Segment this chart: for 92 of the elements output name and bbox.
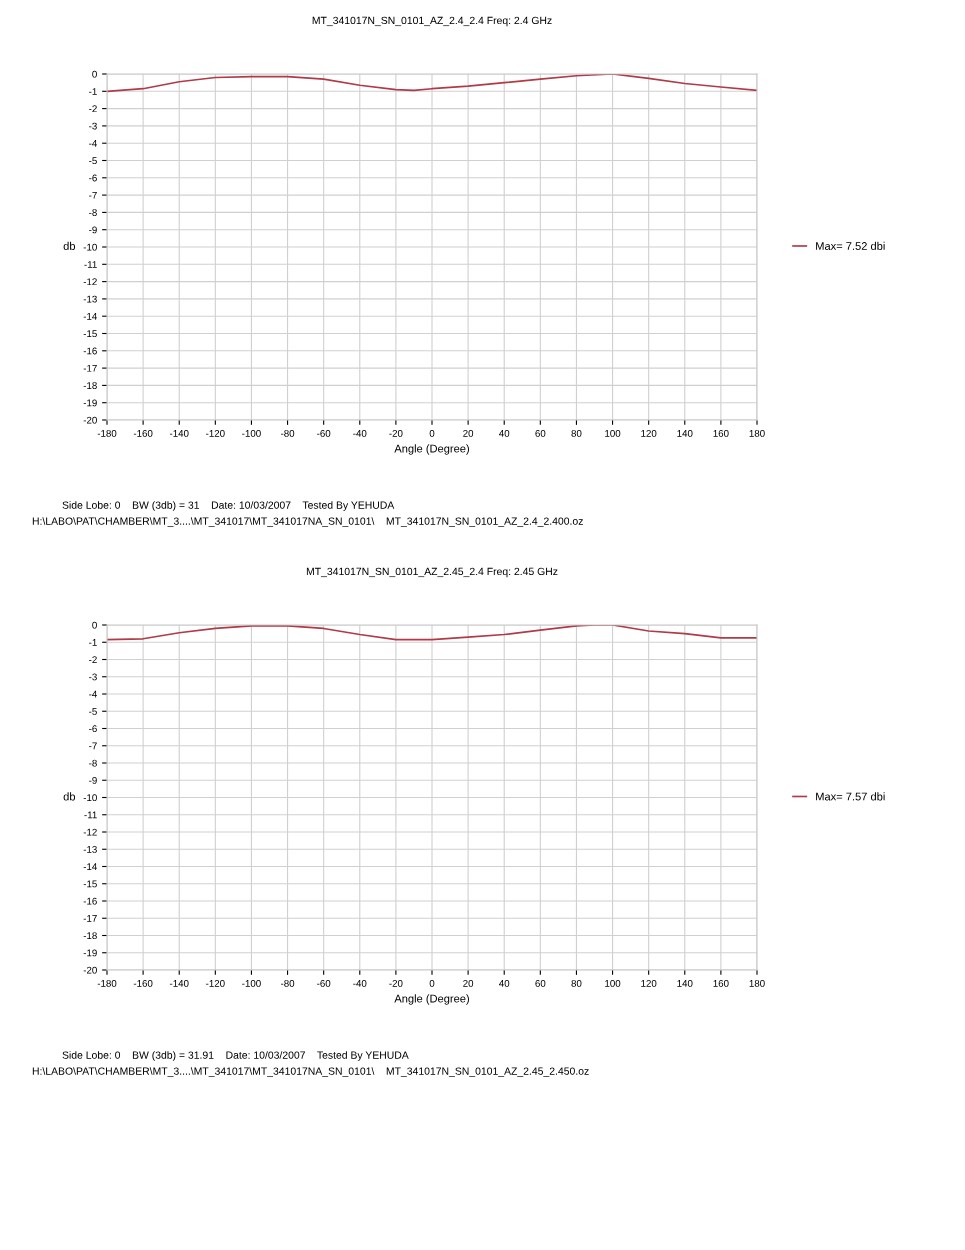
x-tick-label: 40 [499, 979, 510, 987]
x-tick-label: 80 [571, 429, 582, 437]
chart-title: MT_341017N_SN_0101_AZ_2.4_2.4 Freq: 2.4 GHz [312, 16, 552, 27]
x-tick-label: -160 [133, 429, 153, 437]
y-tick-label: -18 [83, 932, 97, 940]
y-tick-label: -20 [83, 416, 97, 424]
y-tick-label: -4 [89, 690, 97, 698]
x-tick-label: -100 [242, 429, 261, 437]
y-tick-label: -5 [89, 157, 97, 165]
x-tick-label: -80 [280, 979, 295, 987]
y-tick-label: -13 [83, 845, 97, 853]
y-tick-label: -9 [89, 776, 97, 784]
x-axis-title: Angle (Degree) [394, 444, 469, 455]
x-tick-label: 140 [677, 429, 693, 437]
x-tick-label: -40 [353, 979, 367, 987]
x-tick-label: 120 [641, 429, 657, 437]
y-tick-label: -11 [84, 811, 97, 819]
y-tick-label: -15 [83, 880, 97, 888]
legend-label: Max= 7.57 dbi [816, 792, 885, 801]
y-tick-label: -6 [89, 174, 97, 182]
text: Side Lobe: 0 BW (3db) = 31.91 Date: 10/03/2007 Tested By YEHUDA [62, 1051, 409, 1061]
y-tick-label: -12 [83, 828, 97, 836]
x-tick-label: 60 [535, 979, 546, 987]
x-axis-title: Angle (Degree) [394, 994, 469, 1005]
x-tick-label: -100 [242, 979, 261, 987]
x-tick-label: 100 [605, 979, 621, 987]
y-tick-label: 0 [92, 70, 97, 78]
y-tick-label: -13 [83, 295, 97, 303]
text: H:\LABO\PAT\CHAMBER\MT_3....\MT_341017\MT_341017NA_SN_0101\ MT_341017N_SN_0101_AZ_2.4_2.400.oz [32, 517, 583, 527]
x-tick-label: -60 [317, 429, 331, 437]
x-tick-label: -60 [317, 979, 331, 987]
y-tick-label: -2 [89, 105, 97, 113]
y-tick-label: -10 [83, 794, 97, 802]
y-tick-label: -18 [83, 382, 97, 390]
legend-label: Max= 7.52 dbi [816, 241, 885, 250]
y-tick-label: -9 [89, 226, 97, 234]
x-tick-label: 20 [463, 979, 474, 987]
x-tick-label: -20 [389, 979, 403, 987]
x-tick-label: 180 [749, 429, 765, 437]
x-tick-label: 0 [429, 429, 435, 437]
x-tick-label: -80 [280, 429, 295, 437]
x-tick-label: 60 [535, 429, 546, 437]
x-tick-label: 0 [429, 979, 435, 987]
x-tick-label: -120 [206, 979, 225, 987]
x-tick-label: 160 [713, 429, 729, 437]
x-tick-label: -140 [169, 979, 189, 987]
y-tick-label: -3 [89, 122, 97, 130]
x-tick-label: -20 [389, 429, 403, 437]
y-tick-label: -1 [89, 639, 97, 646]
y-tick-label: -8 [89, 759, 97, 767]
text: H:\LABO\PAT\CHAMBER\MT_3....\MT_341017\MT_341017NA_SN_0101\ MT_341017N_SN_0101_AZ_2.45_2.450.oz [32, 1067, 589, 1077]
x-tick-label: 40 [499, 429, 510, 437]
x-tick-label: 20 [463, 429, 474, 437]
y-axis-title: db [63, 792, 76, 801]
x-tick-label: 80 [571, 979, 582, 987]
y-tick-label: -19 [83, 949, 97, 957]
y-tick-label: -19 [83, 399, 97, 407]
y-tick-label: -4 [89, 140, 97, 147]
chart-title: MT_341017N_SN_0101_AZ_2.45_2.4 Freq: 2.45 GHz [306, 567, 558, 578]
y-tick-label: -16 [83, 347, 97, 355]
x-tick-label: -120 [206, 429, 225, 437]
x-tick-label: 160 [713, 979, 729, 987]
y-tick-label: -8 [89, 209, 97, 217]
y-tick-label: -1 [89, 88, 97, 95]
y-axis-title: db [63, 241, 76, 250]
y-tick-label: -3 [89, 673, 97, 681]
x-tick-label: 120 [641, 979, 657, 987]
x-tick-label: -180 [97, 429, 117, 437]
y-tick-label: -20 [83, 966, 97, 974]
y-tick-label: -2 [89, 656, 97, 664]
x-tick-label: -160 [133, 979, 153, 987]
y-tick-label: -17 [83, 364, 97, 372]
y-tick-label: -12 [83, 278, 97, 286]
y-tick-label: -10 [83, 243, 97, 251]
x-tick-label: 100 [605, 429, 621, 437]
text: Side Lobe: 0 BW (3db) = 31 Date: 10/03/2007 Tested By YEHUDA [62, 501, 395, 511]
y-tick-label: -7 [89, 742, 97, 750]
y-tick-label: -11 [84, 261, 97, 268]
x-tick-label: -140 [169, 429, 189, 437]
y-tick-label: -15 [83, 330, 97, 338]
y-tick-label: -5 [89, 708, 97, 715]
y-tick-label: -6 [89, 725, 97, 733]
x-tick-label: -180 [97, 979, 117, 987]
x-tick-label: 180 [749, 979, 765, 987]
y-tick-label: -7 [89, 191, 97, 199]
y-tick-label: -14 [83, 313, 97, 320]
y-tick-label: -17 [83, 915, 97, 922]
x-tick-label: 140 [677, 979, 693, 987]
y-tick-label: 0 [92, 621, 97, 629]
y-tick-label: -16 [83, 897, 97, 905]
x-tick-label: -40 [353, 429, 367, 437]
y-tick-label: -14 [83, 863, 97, 871]
